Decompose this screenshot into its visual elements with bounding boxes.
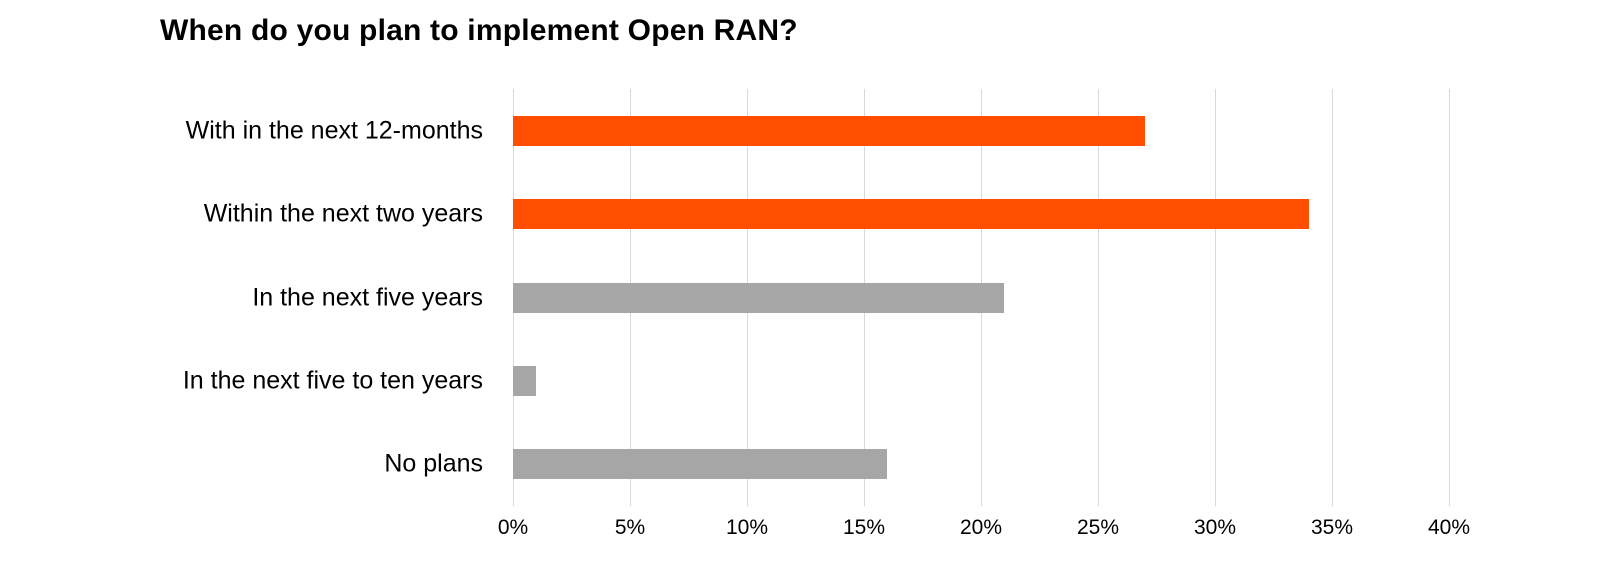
- gridline: [1331, 89, 1333, 506]
- category-label: In the next five years: [252, 283, 483, 312]
- chart-title: When do you plan to implement Open RAN?: [160, 14, 798, 47]
- gridline: [1214, 89, 1216, 506]
- x-tick-label: 40%: [1427, 516, 1471, 539]
- x-tick-label: 25%: [1076, 516, 1120, 539]
- x-tick-label: 0%: [497, 516, 529, 539]
- bar-1: [513, 115, 1145, 146]
- plot-area: With in the next 12-months Within the nex…: [183, 89, 1470, 538]
- bar-row: Within the next two years: [204, 172, 1449, 255]
- bar-row: In the next five to ten years: [183, 339, 1449, 422]
- bar-rows: With in the next 12-months Within the nex…: [183, 89, 1449, 506]
- bar-4: [513, 365, 537, 396]
- bar-row: With in the next 12-months: [186, 89, 1449, 172]
- bar-5: [513, 449, 888, 480]
- bar-row: No plans: [384, 423, 1449, 506]
- x-tick-label: 20%: [959, 516, 1003, 539]
- bar-3: [513, 282, 1005, 313]
- x-tick-label: 15%: [842, 516, 886, 539]
- bar-2: [513, 199, 1309, 230]
- category-label: Within the next two years: [203, 199, 483, 228]
- x-axis: 0% 5% 10% 15% 20% 25% 30% 35% 40%: [498, 506, 1470, 556]
- gridline: [1448, 89, 1450, 506]
- category-label: In the next five to ten years: [182, 366, 483, 395]
- bar-row: In the next five years: [252, 256, 1449, 339]
- gridline: [1097, 89, 1099, 506]
- x-tick-label: 30%: [1193, 516, 1237, 539]
- category-label: With in the next 12-months: [185, 116, 483, 145]
- x-tick-label: 35%: [1310, 516, 1354, 539]
- x-tick-label: 5%: [614, 516, 646, 539]
- category-label: No plans: [384, 449, 483, 478]
- x-tick-label: 10%: [725, 516, 769, 539]
